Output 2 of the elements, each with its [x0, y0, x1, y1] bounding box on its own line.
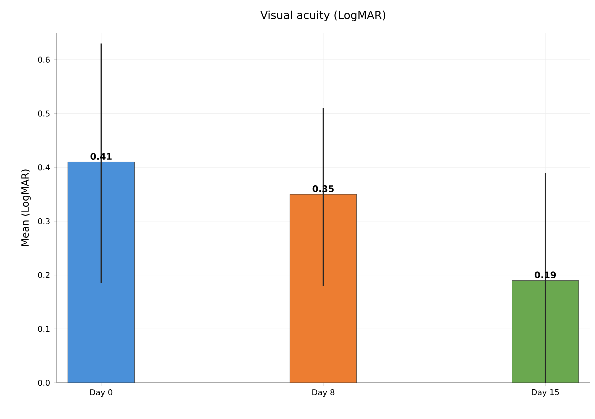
y-axis-title: Mean (LogMAR): [21, 170, 31, 246]
chart-title: Visual acuity (LogMAR): [260, 10, 386, 22]
